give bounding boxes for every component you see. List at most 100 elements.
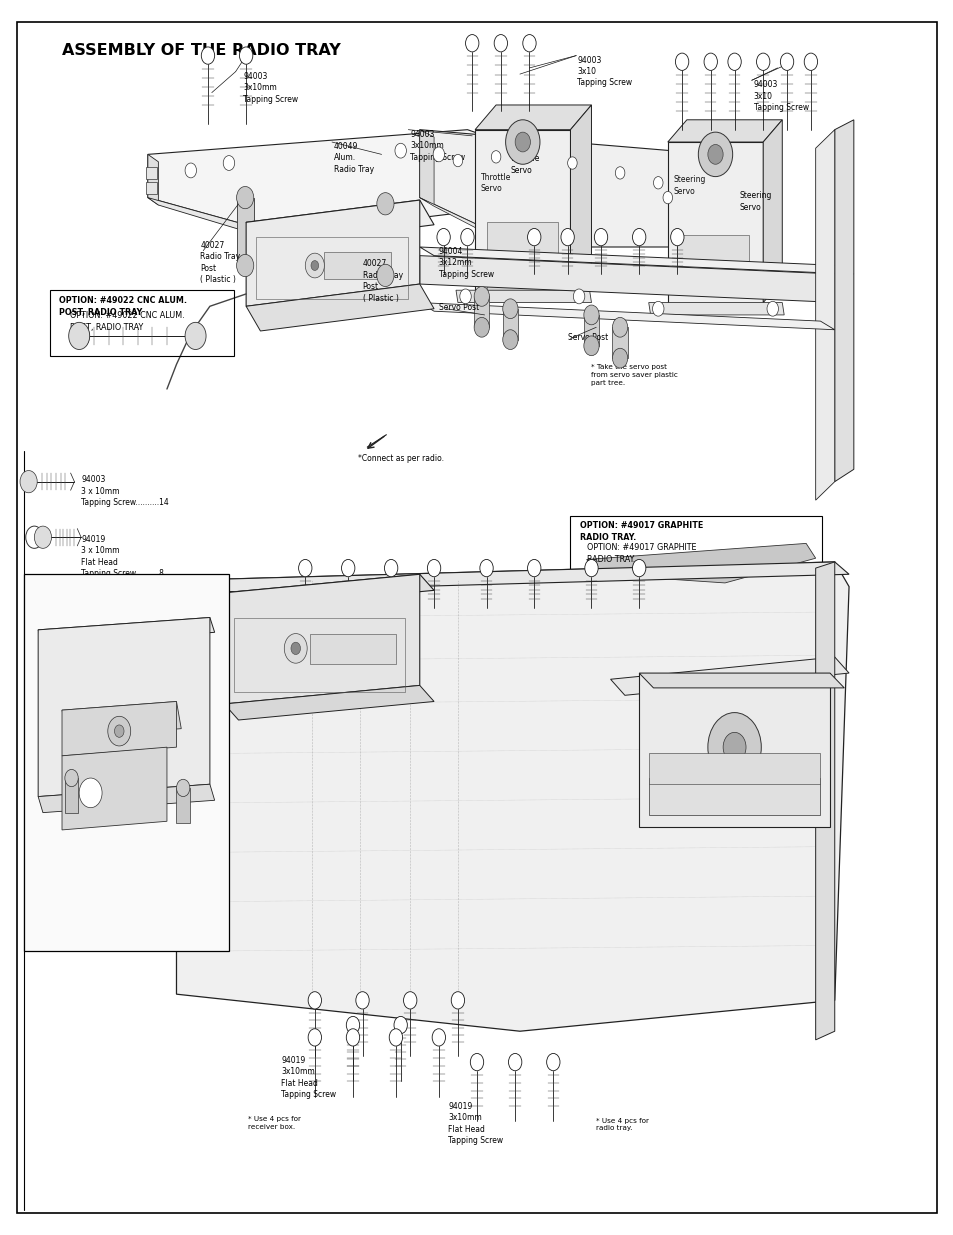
Circle shape — [72, 325, 90, 347]
Polygon shape — [648, 303, 783, 315]
Text: * Use 4 pcs for
radio tray.: * Use 4 pcs for radio tray. — [596, 1118, 649, 1131]
Bar — [583, 315, 598, 346]
Circle shape — [567, 157, 577, 169]
Circle shape — [34, 526, 51, 548]
Circle shape — [451, 992, 464, 1009]
Circle shape — [515, 132, 530, 152]
Circle shape — [346, 1016, 359, 1034]
Text: 94019
3 x 10mm
Flat Head
Tapping Screw..........8: 94019 3 x 10mm Flat Head Tapping Screw..… — [81, 535, 164, 578]
Polygon shape — [456, 290, 591, 303]
Polygon shape — [639, 673, 843, 688]
Bar — [677, 235, 748, 284]
Polygon shape — [475, 105, 591, 130]
Circle shape — [722, 732, 745, 762]
Circle shape — [632, 559, 645, 577]
Circle shape — [427, 559, 440, 577]
Circle shape — [584, 559, 598, 577]
Circle shape — [20, 471, 37, 493]
Bar — [233, 618, 405, 692]
Polygon shape — [667, 142, 762, 303]
Circle shape — [803, 53, 817, 70]
Bar — [570, 516, 821, 571]
Circle shape — [298, 559, 312, 577]
Polygon shape — [176, 562, 848, 593]
Circle shape — [433, 147, 444, 162]
Circle shape — [675, 53, 688, 70]
Polygon shape — [38, 618, 214, 645]
Text: * Take the servo post
from servo saver plastic
part tree.: * Take the servo post from servo saver p… — [591, 364, 678, 385]
Polygon shape — [475, 130, 570, 296]
Circle shape — [491, 151, 500, 163]
Circle shape — [108, 716, 131, 746]
Circle shape — [341, 559, 355, 577]
Circle shape — [355, 992, 369, 1009]
Circle shape — [502, 299, 517, 319]
Circle shape — [727, 53, 740, 70]
Circle shape — [284, 634, 307, 663]
Circle shape — [766, 301, 778, 316]
Bar — [648, 778, 820, 815]
Bar — [648, 753, 820, 784]
Circle shape — [632, 228, 645, 246]
Circle shape — [583, 336, 598, 356]
Circle shape — [26, 526, 43, 548]
Polygon shape — [610, 657, 848, 695]
Polygon shape — [815, 562, 834, 1040]
Text: 94019
3x10mm
Flat Head
Tapping Screw: 94019 3x10mm Flat Head Tapping Screw — [448, 1102, 503, 1145]
Circle shape — [114, 725, 124, 737]
Circle shape — [703, 53, 717, 70]
Polygon shape — [62, 701, 181, 737]
Text: Throttle
Servo: Throttle Servo — [480, 173, 511, 194]
Text: 40027
Radio Tray
Post
( Plastic ): 40027 Radio Tray Post ( Plastic ) — [200, 241, 240, 284]
Circle shape — [459, 289, 471, 304]
Polygon shape — [419, 303, 834, 330]
Circle shape — [670, 228, 683, 246]
Text: Throttle
Servo: Throttle Servo — [510, 154, 540, 175]
Polygon shape — [376, 204, 394, 275]
Polygon shape — [236, 198, 253, 266]
Circle shape — [502, 330, 517, 350]
Bar — [486, 275, 558, 290]
Circle shape — [308, 992, 321, 1009]
Circle shape — [201, 47, 214, 64]
Circle shape — [615, 167, 624, 179]
Circle shape — [79, 778, 102, 808]
Circle shape — [527, 559, 540, 577]
Text: Servo Post: Servo Post — [567, 333, 607, 342]
Bar — [50, 290, 233, 356]
Polygon shape — [570, 105, 591, 296]
Polygon shape — [419, 256, 839, 303]
Bar — [65, 778, 78, 813]
Text: 40049
Alum.
Radio Tray: 40049 Alum. Radio Tray — [334, 142, 374, 174]
Circle shape — [311, 261, 318, 270]
Polygon shape — [834, 120, 853, 482]
Circle shape — [756, 53, 769, 70]
Bar — [324, 252, 391, 279]
Bar — [502, 309, 517, 340]
Polygon shape — [586, 543, 815, 583]
Text: 94003
3x10
Tapping Screw: 94003 3x10 Tapping Screw — [753, 80, 808, 112]
Text: 94003
3X10mm
Tapping Screw: 94003 3X10mm Tapping Screw — [124, 648, 179, 680]
Polygon shape — [419, 130, 434, 205]
Polygon shape — [148, 130, 538, 235]
Circle shape — [653, 177, 662, 189]
Circle shape — [394, 1016, 407, 1034]
Circle shape — [479, 559, 493, 577]
Polygon shape — [246, 200, 419, 306]
Polygon shape — [224, 685, 434, 720]
Circle shape — [652, 301, 663, 316]
Bar — [612, 327, 627, 358]
Text: 94003
3 x 10mm
Tapping Screw..........14: 94003 3 x 10mm Tapping Screw..........14 — [81, 475, 169, 508]
Bar — [310, 634, 395, 664]
Text: 94004
3x12mm
Tapping Screw: 94004 3x12mm Tapping Screw — [438, 247, 494, 279]
Circle shape — [453, 154, 462, 167]
Polygon shape — [667, 120, 781, 142]
Circle shape — [474, 317, 489, 337]
Circle shape — [305, 253, 324, 278]
Polygon shape — [419, 198, 529, 256]
Circle shape — [594, 228, 607, 246]
Circle shape — [376, 264, 394, 287]
Bar — [176, 788, 190, 823]
Circle shape — [505, 120, 539, 164]
Bar — [146, 167, 157, 179]
